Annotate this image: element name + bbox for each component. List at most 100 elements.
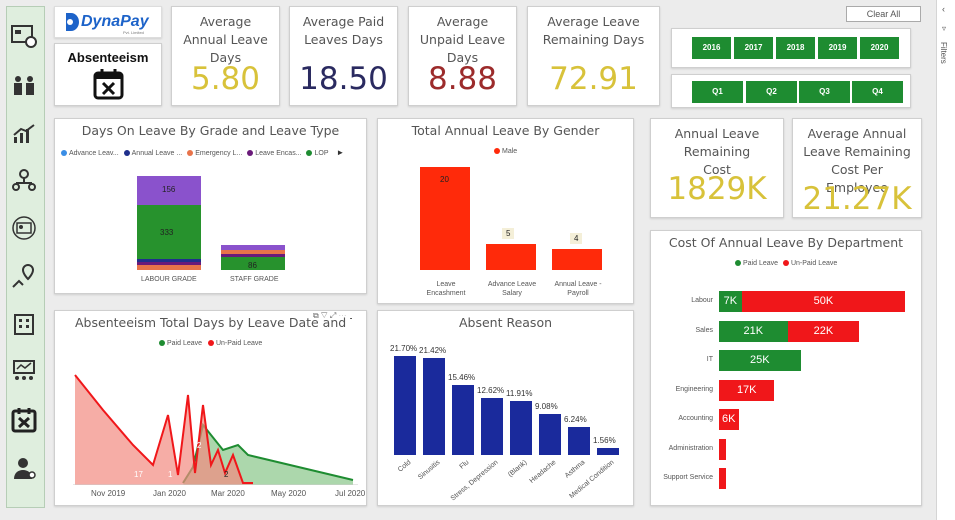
logo-text: DynaPay: [81, 13, 149, 30]
legend-item[interactable]: Annual Leave ...: [123, 150, 182, 157]
location-route-icon[interactable]: [8, 260, 40, 292]
x-tick-label: Mar 2020: [211, 489, 245, 498]
bar-administration-unpaid: [719, 438, 726, 460]
year-button-2018[interactable]: 2018: [776, 37, 815, 59]
legend-label: Leave Encas...: [255, 150, 302, 157]
x-tick-label: May 2020: [271, 489, 307, 498]
data-label: 12.62%: [477, 385, 505, 395]
kpi-title: Average Annual Leave Days: [183, 14, 268, 65]
dashboard-icon[interactable]: [8, 20, 40, 52]
y-tick-label: Accounting: [678, 415, 713, 422]
kpi-avg-paid-leave: Average Paid Leaves Days 18.50: [289, 6, 398, 106]
bar-annual-leave-payroll: [552, 249, 602, 270]
id-card-icon[interactable]: [8, 212, 40, 244]
legend-item[interactable]: Leave Encas...: [247, 150, 302, 157]
data-label: 22K: [813, 324, 834, 337]
legend-item[interactable]: Advance Leav...: [61, 150, 119, 157]
chart-title: Days On Leave By Grade and Leave Type: [81, 123, 340, 138]
filters-pane-label: Filters: [939, 42, 948, 64]
y-tick-label: Support Service: [663, 474, 713, 481]
data-label: 21.70%: [390, 344, 418, 354]
year-slicer: 2016 2017 2018 2019 2020: [671, 28, 911, 68]
chart-cost-by-department: Cost Of Annual Leave By Department Paid …: [650, 230, 922, 506]
bar-labour-unpaid: 50K: [741, 291, 905, 312]
bar-it-paid: 25K: [719, 350, 801, 371]
year-button-2020[interactable]: 2020: [860, 37, 899, 59]
visual-header-icons[interactable]: ⧉ ▽ ⤢ ⋯: [313, 311, 347, 320]
legend-item[interactable]: LOP: [306, 150, 328, 157]
kpi-value: 8.88: [427, 61, 498, 97]
data-label: 7K: [723, 295, 738, 307]
data-label: 15.46%: [448, 372, 476, 382]
chart-title: Cost Of Annual Leave By Department: [668, 235, 904, 250]
bar-flu: [452, 384, 474, 455]
y-tick-label: Administration: [668, 444, 713, 452]
calendar-absent-icon[interactable]: [8, 404, 40, 436]
x-tick-label: Flu: [458, 459, 471, 471]
year-button-2017[interactable]: 2017: [734, 37, 773, 59]
chart-title: Total Annual Leave By Gender: [411, 123, 600, 138]
legend-item[interactable]: Un-Paid Leave: [782, 260, 837, 267]
collapse-chevron-icon[interactable]: ‹: [942, 4, 945, 14]
year-button-2016[interactable]: 2016: [692, 37, 731, 59]
bar-support-service-unpaid: [719, 468, 726, 489]
org-structure-icon[interactable]: [8, 166, 40, 198]
page-label-box: Absenteeism: [54, 43, 162, 106]
x-tick-label: Nov 2019: [91, 489, 126, 498]
data-label: 333: [160, 228, 174, 237]
chart-days-on-leave-by-grade: Days On Leave By Grade and Leave Type Ad…: [54, 118, 367, 294]
quarter-button-q4[interactable]: Q4: [852, 81, 903, 103]
building-icon[interactable]: [8, 308, 40, 340]
legend-item[interactable]: Un-Paid Leave: [207, 340, 262, 347]
chart-absent-reason: Absent Reason 21.70% Cold 21.42% Sinusitis 1…: [377, 310, 634, 506]
bar-engineering-unpaid: 17K: [719, 379, 775, 401]
clear-all-button[interactable]: Clear All: [846, 6, 921, 22]
logo-subtext: Pvt. Limited: [123, 30, 144, 35]
employee-settings-icon[interactable]: [8, 452, 40, 484]
year-button-2019[interactable]: 2019: [818, 37, 857, 59]
data-label: 6K: [722, 413, 736, 425]
people-icon[interactable]: [8, 70, 40, 102]
x-tick-label: Advance Leave Salary: [487, 281, 537, 297]
bar-headache: [539, 413, 561, 455]
legend-item[interactable]: Paid Leave: [735, 260, 778, 267]
bar-labour-purple: [137, 176, 201, 205]
point-label: 17: [134, 470, 143, 479]
legend-item[interactable]: Paid Leave: [159, 340, 202, 347]
area-chart-svg: [73, 374, 358, 485]
bar-sinusitis: [423, 357, 445, 455]
data-label: 86: [248, 261, 257, 270]
kpi-value: 18.50: [299, 61, 388, 97]
y-tick-label: Labour: [691, 297, 713, 304]
data-label: 21K: [743, 324, 764, 337]
data-label: 11.91%: [506, 388, 533, 398]
legend-item[interactable]: Emergency L...: [187, 150, 242, 157]
quarter-button-q1[interactable]: Q1: [692, 81, 743, 103]
kpi-value: 72.91: [549, 61, 638, 97]
legend-next-arrow-icon[interactable]: ►: [336, 148, 345, 157]
page-title: Absenteeism: [67, 50, 149, 65]
chart-legend[interactable]: Male: [494, 148, 517, 155]
filters-pane[interactable]: ‹ ▿ Filters: [936, 0, 955, 520]
kpi-value: 5.80: [190, 61, 261, 97]
x-tick-label: Headache: [528, 459, 558, 485]
chart-title: Absenteeism Total Days by Leave Date and…: [75, 315, 352, 330]
growth-chart-icon[interactable]: [8, 118, 40, 150]
filter-funnel-icon: ▿: [942, 24, 947, 33]
data-label: 156: [162, 185, 176, 194]
bar-staff-red: [221, 250, 285, 254]
unpaid-leave-line: [74, 374, 253, 484]
quarter-button-q3[interactable]: Q3: [799, 81, 850, 103]
quarter-button-q2[interactable]: Q2: [746, 81, 797, 103]
x-tick-label: Jul 2020: [335, 489, 366, 498]
kpi-title: Annual Leave Remaining Cost: [674, 126, 760, 177]
y-tick-label: Engineering: [675, 385, 713, 393]
x-tick-label: Sinusitis: [417, 459, 442, 482]
team-report-icon[interactable]: [8, 356, 40, 388]
kpi-avg-unpaid-leave: Average Unpaid Leave Days 8.88: [408, 6, 517, 106]
chart-total-annual-leave-by-gender: Total Annual Leave By Gender Male 20 5 4…: [377, 118, 634, 304]
bar-cold: [394, 356, 416, 455]
legend-label: Paid Leave: [743, 260, 779, 267]
bar-stress-depression: [481, 397, 503, 455]
calendar-x-icon: [93, 68, 125, 105]
